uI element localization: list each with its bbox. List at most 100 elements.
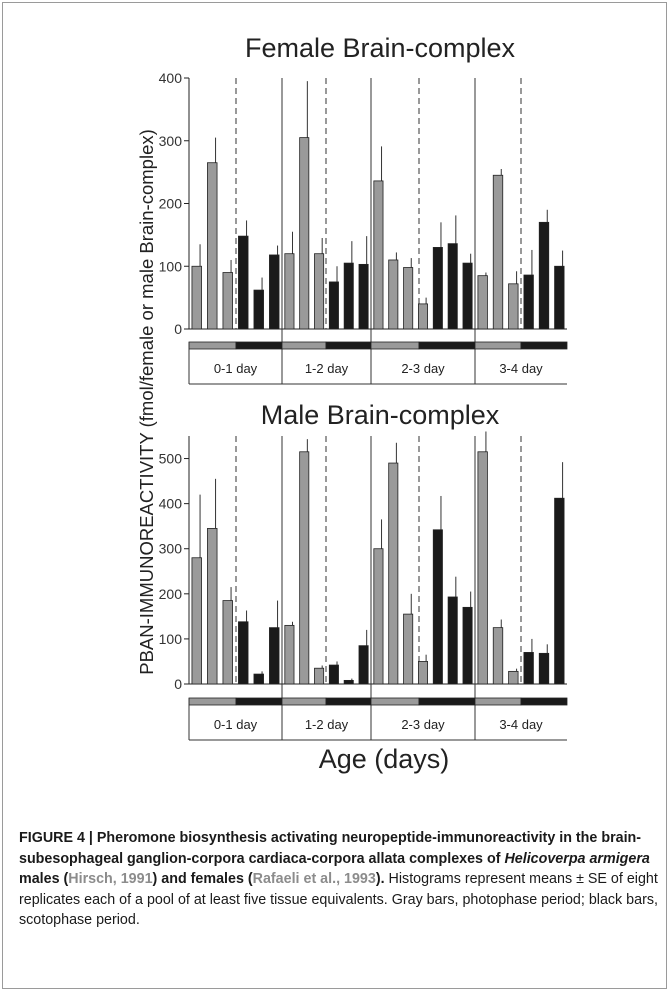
- male-bar: [462, 606, 473, 685]
- male-bar: [284, 624, 295, 685]
- caption-species: Helicoverpa armigera: [504, 850, 650, 867]
- male-bar: [373, 548, 384, 685]
- female-bar: [477, 275, 488, 330]
- male-bar: [554, 497, 565, 685]
- female-bar: [403, 267, 414, 330]
- male-bar: [328, 664, 339, 685]
- female-bar: [447, 243, 458, 330]
- male-scotophase-band: [235, 697, 283, 706]
- male-photophase-band: [474, 697, 522, 706]
- female-bar: [538, 221, 550, 330]
- female-scotophase-band: [520, 341, 568, 350]
- male-bar: [238, 621, 249, 685]
- female-bar: [358, 263, 369, 330]
- female-y-tick-label: 200: [159, 196, 183, 212]
- caption-ref-rafaeli[interactable]: Rafaeli et al., 1993: [252, 871, 376, 887]
- female-day-label: 0-1 day: [214, 361, 258, 376]
- female-bar: [191, 265, 202, 330]
- female-photophase-band: [370, 341, 420, 350]
- caption-text-end: ).: [375, 871, 385, 887]
- female-day-label: 3-4 day: [499, 361, 543, 376]
- female-bar: [523, 274, 534, 330]
- female-bar: [417, 303, 429, 330]
- male-bar: [477, 451, 488, 685]
- figure-chart: PBAN-IMMUNOREACTIVITY (fmol/female or ma…: [136, 33, 568, 774]
- male-bar: [492, 627, 504, 685]
- panel-female: Female Brain-complex 0 100 200 300 400 0-1 day…: [159, 33, 568, 385]
- male-day-label: 3-4 day: [499, 717, 543, 732]
- female-y-tick-label: 0: [174, 321, 182, 337]
- female-bar: [238, 235, 249, 330]
- female-bar: [284, 253, 295, 330]
- male-y-tick-label: 100: [159, 631, 183, 647]
- male-bar: [358, 645, 369, 685]
- female-bar: [508, 283, 519, 330]
- caption-label: FIGURE 4 | Pheromone biosynthesis activa…: [19, 830, 642, 867]
- female-y-tick-label: 100: [159, 258, 183, 274]
- panel-male: Male Brain-complex 0 100 200 300 400 500 0-1 da…: [159, 400, 568, 741]
- female-day-label: 1-2 day: [305, 361, 349, 376]
- x-axis-label: Age (days): [319, 744, 450, 774]
- male-bar: [432, 529, 443, 685]
- female-bar: [492, 174, 504, 330]
- female-scotophase-band: [235, 341, 283, 350]
- male-bar: [314, 667, 325, 685]
- male-bar: [508, 670, 519, 685]
- female-bar: [388, 259, 399, 330]
- male-bar: [417, 661, 429, 685]
- male-bar: [253, 673, 264, 685]
- female-day-label: 2-3 day: [401, 361, 445, 376]
- male-bar: [222, 600, 233, 685]
- male-bar: [388, 462, 399, 685]
- female-bar: [554, 265, 565, 330]
- y-axis-label: PBAN-IMMUNOREACTIVITY (fmol/female or ma…: [136, 129, 157, 675]
- female-photophase-band: [281, 341, 327, 350]
- female-bar: [269, 254, 280, 330]
- female-scotophase-band: [325, 341, 372, 350]
- caption-text-females: ) and females (: [152, 871, 253, 887]
- female-bar: [432, 247, 443, 330]
- male-y-tick-label: 200: [159, 586, 183, 602]
- female-photophase-band: [188, 341, 237, 350]
- male-y-tick-label: 0: [174, 676, 182, 692]
- male-bar: [447, 596, 458, 685]
- female-y-tick-label: 400: [159, 70, 183, 86]
- male-scotophase-band: [520, 697, 568, 706]
- female-bar: [314, 253, 325, 330]
- male-bar: [299, 451, 310, 685]
- male-day-label: 0-1 day: [214, 717, 258, 732]
- male-bar: [343, 679, 354, 685]
- male-bar: [538, 652, 550, 685]
- male-y-tick-label: 500: [159, 451, 183, 467]
- male-bar: [191, 557, 202, 685]
- female-bar: [222, 272, 233, 330]
- male-photophase-band: [281, 697, 327, 706]
- male-photophase-band: [188, 697, 237, 706]
- female-bar: [207, 162, 218, 330]
- figure-caption: FIGURE 4 | Pheromone biosynthesis activa…: [19, 828, 659, 931]
- female-title: Female Brain-complex: [245, 33, 516, 63]
- caption-text-males: males (: [19, 871, 69, 887]
- male-bar: [403, 613, 414, 685]
- caption-body: Histograms represent means ± SE of eight…: [19, 871, 658, 928]
- male-y-tick-label: 300: [159, 541, 183, 557]
- male-day-label: 1-2 day: [305, 717, 349, 732]
- male-bar: [523, 652, 534, 685]
- female-bar: [299, 137, 310, 330]
- male-bar: [269, 627, 280, 685]
- caption-ref-hirsch[interactable]: Hirsch, 1991: [68, 871, 153, 887]
- female-y-tick-label: 300: [159, 133, 183, 149]
- female-bar: [343, 262, 354, 330]
- male-title: Male Brain-complex: [261, 400, 500, 430]
- female-scotophase-band: [418, 341, 476, 350]
- male-bar: [207, 528, 218, 685]
- male-day-label: 2-3 day: [401, 717, 445, 732]
- female-bar: [328, 281, 339, 330]
- male-y-tick-label: 400: [159, 496, 183, 512]
- female-bar: [253, 289, 264, 330]
- male-scotophase-band: [325, 697, 372, 706]
- female-bar: [462, 262, 473, 330]
- female-photophase-band: [474, 341, 522, 350]
- female-bar: [373, 180, 384, 330]
